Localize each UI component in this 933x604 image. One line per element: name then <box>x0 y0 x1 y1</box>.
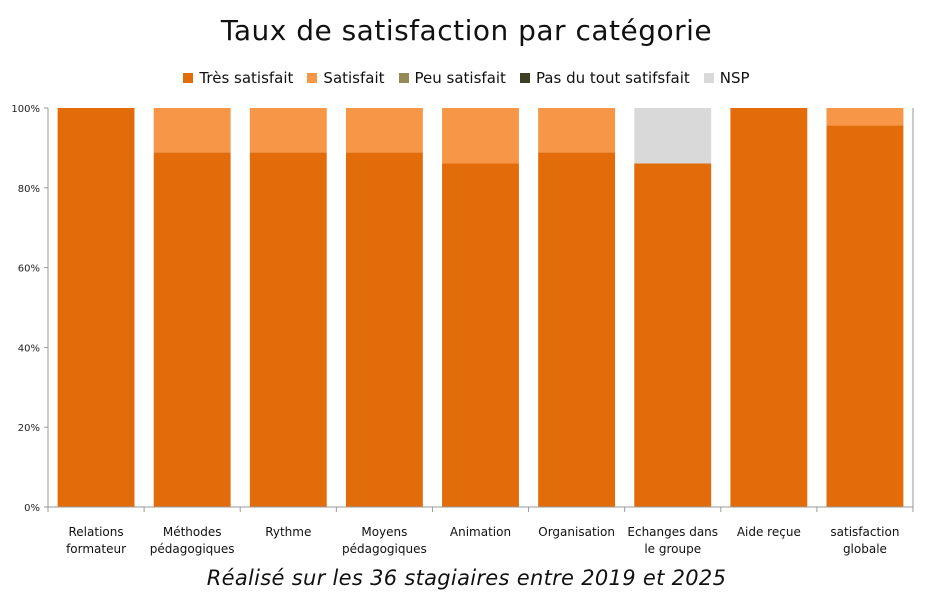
x-tick-label: Organisation <box>538 525 615 539</box>
legend-label: Très satisfait <box>199 69 294 87</box>
x-tick-label: Méthodes pédagogiques <box>150 525 235 556</box>
bar-segment <box>634 163 712 507</box>
x-tick-label: Moyens pédagogiques <box>342 525 427 556</box>
y-tick-label: 100% <box>11 104 40 115</box>
legend-label: Satisfait <box>323 69 385 87</box>
x-tick-label-line: pédagogiques <box>150 542 235 556</box>
x-tick-label-line: Aide reçue <box>737 525 801 539</box>
legend-swatch <box>183 73 194 83</box>
bar-segment <box>538 152 616 507</box>
x-tick-label-line: Echanges dans <box>627 525 718 539</box>
bar-segment <box>442 108 519 164</box>
x-tick-label: Animation <box>450 525 511 539</box>
bar-segment <box>730 108 808 507</box>
x-tick-label-line: Moyens <box>361 525 407 539</box>
legend-label: NSP <box>719 69 750 87</box>
legend-label: Peu satisfait <box>414 69 506 87</box>
bar-segment <box>153 152 231 507</box>
x-tick-label-line: satisfaction <box>830 525 899 539</box>
y-tick-label: 20% <box>18 423 40 434</box>
x-tick-label-line: globale <box>843 542 887 556</box>
bar-segment <box>634 108 712 164</box>
legend-item: Peu satisfait <box>398 69 506 87</box>
bar-segment <box>153 108 231 153</box>
x-tick-label: satisfaction globale <box>830 525 899 556</box>
bar-segment <box>345 152 423 507</box>
bar-segment <box>249 152 327 507</box>
bar-segment <box>826 125 904 507</box>
x-tick-label: Aide reçue <box>737 525 801 539</box>
y-tick-label: 40% <box>18 343 40 354</box>
bar-segment <box>826 108 904 126</box>
y-tick-label: 0% <box>24 503 40 514</box>
legend-swatch <box>398 73 409 83</box>
bar-segment <box>345 108 423 153</box>
bar-segment <box>538 108 616 153</box>
x-tick-label-line: Rythme <box>265 525 311 539</box>
x-tick-label-line: Animation <box>450 525 511 539</box>
y-tick-label: 80% <box>18 184 40 195</box>
legend-item: NSP <box>703 69 750 87</box>
legend-label: Pas du tout satifsfait <box>535 69 690 87</box>
y-tick-label: 60% <box>18 264 40 275</box>
x-tick-label-line: Méthodes <box>163 525 222 539</box>
bar-segment <box>249 108 327 153</box>
bar-segment <box>57 108 135 507</box>
legend-swatch <box>519 73 530 83</box>
x-tick-label-line: pédagogiques <box>342 542 427 556</box>
bar-segment <box>442 163 519 507</box>
stacked-bar-chart: 0% 20% 40% 60% 80% 100% Relations formateur Méth… <box>11 104 914 556</box>
legend-item: Satisfait <box>307 69 385 87</box>
x-tick-label: Echanges dans le groupe <box>627 525 718 556</box>
chart-title: Taux de satisfaction par catégorie <box>220 14 713 47</box>
chart-subtitle: Réalisé sur les 36 stagiaires entre 2019… <box>206 566 727 590</box>
legend-item: Pas du tout satifsfait <box>519 69 690 87</box>
x-tick-label: Rythme <box>265 525 311 539</box>
x-tick-label-line: formateur <box>66 542 126 556</box>
x-tick-label-line: le groupe <box>644 542 701 556</box>
legend-swatch <box>703 73 714 83</box>
legend-swatch <box>307 73 318 83</box>
x-tick-label-line: Relations <box>69 525 124 539</box>
x-tick-label-line: Organisation <box>538 525 615 539</box>
x-tick-label: Relations formateur <box>66 525 126 556</box>
chart-legend: Très satisfait Satisfait Peu satisfait Pas … <box>0 69 933 87</box>
legend-item: Très satisfait <box>183 69 293 87</box>
